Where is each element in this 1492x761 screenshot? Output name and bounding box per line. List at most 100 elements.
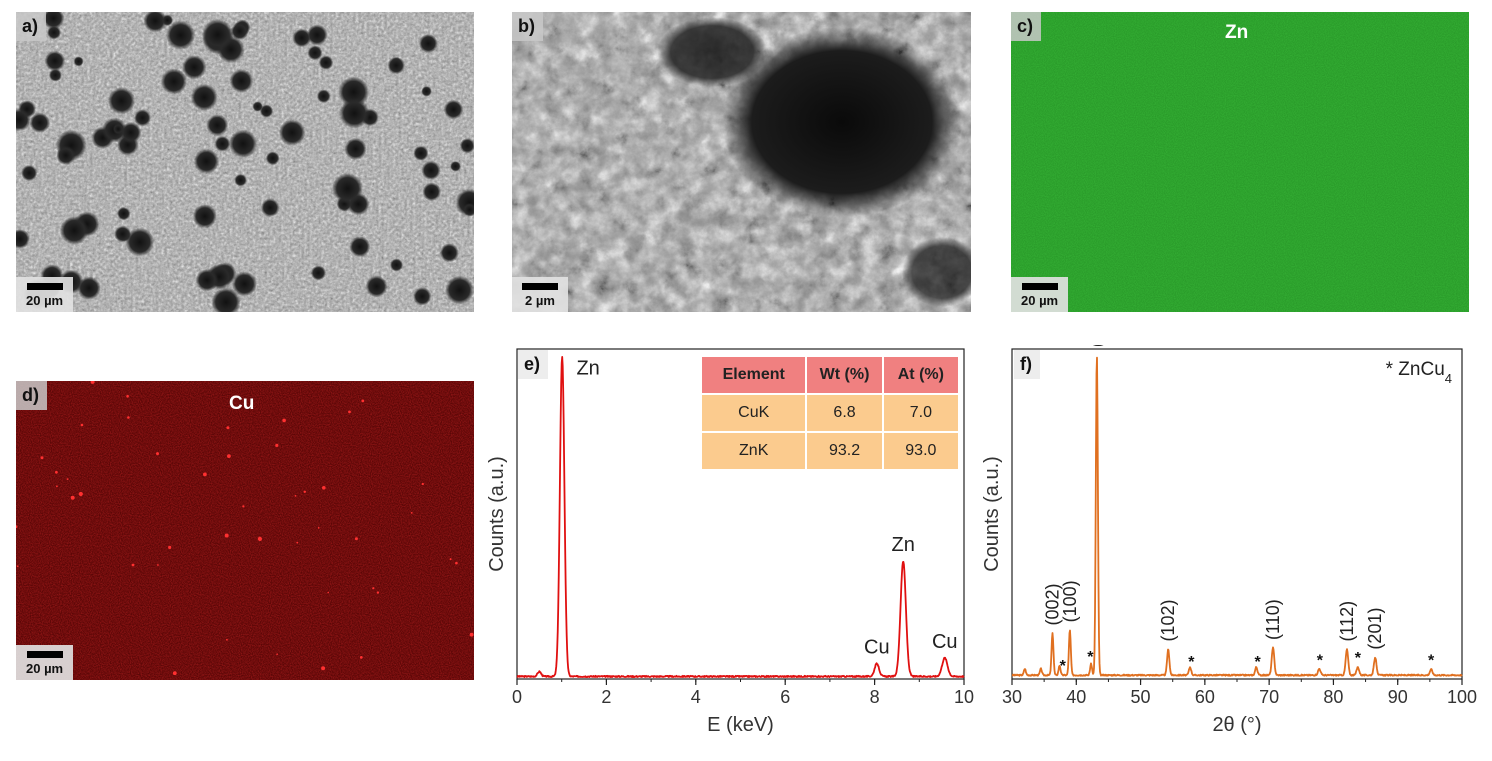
- pore: [112, 123, 124, 135]
- cu-dot: [275, 443, 279, 447]
- pore: [260, 198, 280, 217]
- pore: [160, 68, 188, 95]
- cu-dot: [203, 472, 207, 477]
- pore: [344, 137, 367, 160]
- panel-label-f: f): [1014, 350, 1040, 379]
- cu-dot: [70, 495, 75, 500]
- scale-bar-text-a: 20 µm: [26, 293, 64, 308]
- zncu4-star-marker: *: [1188, 654, 1195, 671]
- pore: [229, 69, 254, 93]
- zncu4-star-marker: *: [1060, 658, 1067, 675]
- pore: [120, 122, 142, 144]
- pore: [16, 228, 30, 249]
- cu-dot: [127, 416, 130, 419]
- pore: [252, 101, 263, 112]
- cu-dot: [359, 656, 363, 659]
- panel-label-a: a): [16, 12, 47, 41]
- pore: [211, 287, 241, 312]
- pore: [265, 151, 280, 166]
- pore: [29, 112, 50, 133]
- pore: [338, 76, 370, 108]
- zncu4-star-marker: *: [1254, 654, 1261, 671]
- cu-dot: [168, 545, 172, 549]
- edx-spectrum-chart: 0 2 4 6 8 10 E (keV) Counts (a.u.) Zn Zn Cu Cu: [486, 348, 974, 736]
- pore: [232, 271, 257, 297]
- pore: [125, 227, 155, 257]
- cu-dot: [56, 485, 58, 488]
- peak-annotation: Cu: [932, 631, 958, 653]
- zncu4-star-marker: *: [1355, 650, 1362, 667]
- pore: [459, 138, 474, 154]
- cu-map-image: [16, 381, 474, 680]
- cu-dot: [226, 426, 230, 430]
- pore: [234, 173, 247, 187]
- pore: [278, 119, 306, 146]
- cu-dot: [327, 591, 330, 594]
- pore: [292, 28, 312, 48]
- cu-dot: [282, 418, 286, 423]
- cu-dot: [78, 491, 83, 497]
- table-header-row: Element Wt (%) At (%): [699, 355, 961, 395]
- table-row: ZnK 93.2 93.0: [699, 431, 961, 471]
- scale-bar-text-c: 20 µm: [1021, 293, 1059, 308]
- table-cell: ZnK: [699, 431, 808, 471]
- scale-bar-text-b: 2 µm: [525, 293, 555, 308]
- pore: [387, 56, 406, 75]
- map-element-cu: Cu: [229, 393, 255, 414]
- pore: [21, 164, 38, 182]
- table-cell: 7.0: [881, 393, 961, 433]
- pore: [165, 20, 196, 50]
- hkl-peak-label: (101): [1087, 345, 1107, 347]
- pore: [450, 160, 461, 172]
- pore: [228, 129, 258, 158]
- pore: [161, 14, 174, 26]
- pore: [422, 182, 442, 202]
- x-tick-label: 80: [1323, 687, 1343, 707]
- zncu4-star-marker: *: [1428, 652, 1435, 669]
- pore: [117, 206, 131, 221]
- legend-zncu4: * ZnCu4: [1386, 359, 1452, 386]
- cu-dot: [372, 587, 375, 590]
- pore: [59, 216, 89, 245]
- pore: [56, 145, 76, 165]
- pore: [443, 99, 464, 120]
- panel-a-sem: a) 20 µm: [16, 12, 474, 312]
- table-row: CuK 6.8 7.0: [699, 393, 961, 433]
- hkl-peak-label: (002): [1043, 584, 1063, 626]
- x-axis-label: 2θ (°): [1212, 714, 1261, 736]
- legend-subscript: 4: [1445, 371, 1452, 386]
- cu-dot: [410, 512, 413, 514]
- x-tick-label: 100: [1447, 687, 1477, 707]
- pore: [418, 34, 438, 53]
- pore: [462, 203, 474, 217]
- pore: [114, 225, 131, 243]
- x-tick-label: 30: [1002, 687, 1022, 707]
- pore: [389, 258, 404, 272]
- table-cell: 93.2: [805, 431, 884, 471]
- pore: [259, 104, 274, 118]
- cu-dot: [227, 454, 231, 458]
- table-cell: CuK: [699, 393, 808, 433]
- scale-bar-c: 20 µm: [1011, 277, 1069, 312]
- cu-dot: [294, 495, 297, 497]
- pore: [44, 50, 66, 72]
- cu-dot: [55, 470, 58, 474]
- sem-image-b: [512, 12, 971, 312]
- scale-bar-d: 20 µm: [16, 645, 74, 680]
- edx-composition-table: Element Wt (%) At (%) CuK 6.8 7.0 ZnK 93…: [699, 355, 961, 471]
- cu-dot: [276, 653, 278, 655]
- cu-dot: [455, 561, 458, 565]
- pore: [332, 172, 364, 205]
- cu-dot: [90, 381, 95, 384]
- hkl-peak-label: (110): [1263, 599, 1283, 640]
- cu-dot: [303, 490, 306, 493]
- cu-dot: [16, 565, 19, 568]
- pore: [421, 86, 432, 97]
- cu-dot: [421, 482, 424, 486]
- scale-bar-b: 2 µm: [512, 277, 568, 312]
- x-tick-label: 40: [1066, 687, 1086, 707]
- pore: [214, 135, 231, 152]
- cu-dot: [242, 505, 245, 508]
- pore: [310, 265, 326, 281]
- pore: [190, 83, 218, 111]
